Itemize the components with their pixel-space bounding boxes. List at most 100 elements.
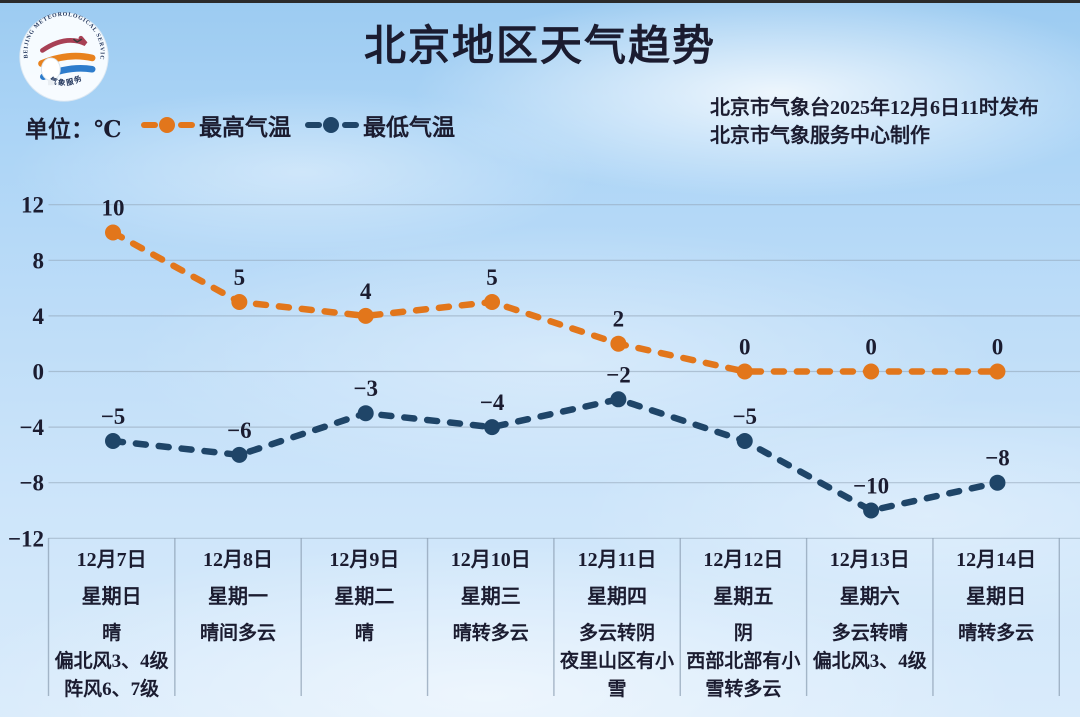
forecast-weather-line: 晴转多云 [452, 623, 529, 644]
forecast-weather: 多云转阴夜里山区有小雪 [555, 620, 679, 704]
max-temp-value-label: 10 [102, 196, 125, 221]
max-temp-value-label: 0 [739, 335, 751, 360]
issue-line-2: 北京市气象服务中心制作 [710, 125, 930, 147]
forecast-weather-line: 偏北风3、4级 [54, 651, 169, 672]
min-temp-value-label: −4 [480, 390, 505, 415]
forecast-weather-line: 阵风6、7级 [64, 679, 160, 700]
max-temp-point-6 [863, 363, 880, 380]
forecast-weather-line: 偏北风3、4级 [812, 651, 927, 672]
forecast-date: 12月7日 [76, 549, 147, 571]
min-temp-line [109, 395, 1001, 514]
forecast-weather: 晴转多云 [934, 620, 1058, 648]
max-temp-value-label: 4 [360, 279, 372, 304]
forecast-column-4: 12月11日 星期四多云转阴夜里山区有小雪 [555, 539, 679, 700]
min-temp-value-label: −10 [853, 474, 889, 499]
y-tick-label: 8 [33, 248, 45, 273]
min-temp-point-3 [484, 419, 501, 436]
forecast-date: 12月9日 [329, 549, 400, 571]
logo-balloon-base [48, 79, 54, 86]
max-temp-point-0 [105, 224, 121, 241]
chart-legend: 最高气温 最低气温 [141, 108, 455, 142]
forecast-date: 12月10日 [450, 549, 531, 571]
forecast-weather-line: 夜里山区有小雪 [560, 651, 675, 700]
forecast-column-7: 12月14日 星期日晴转多云 [934, 539, 1058, 697]
max-temp-value-label: 2 [613, 307, 625, 332]
forecast-weekday: 星期日 [81, 586, 142, 608]
forecast-weekday: 星期三 [460, 586, 521, 608]
y-tick-label: −12 [8, 526, 44, 551]
forecast-weather-line: 多云转阴 [579, 623, 656, 644]
forecast-weekday: 星期二 [334, 586, 395, 608]
y-tick-label: 12 [21, 193, 44, 218]
max-temp-point-5 [736, 363, 753, 380]
issue-line-1: 北京市气象台2025年12月6日11时发布 [710, 97, 1039, 119]
beijing-meteorological-service-logo: BEIJING METEOROLOGICAL SERVICE 气象服务 [16, 10, 109, 102]
min-temp-value-label: −8 [985, 446, 1010, 471]
max-temp-point-1 [231, 294, 248, 310]
forecast-column-3: 12月10日 星期三晴转多云 [429, 539, 553, 697]
forecast-column-1: 12月8日星期一晴间多云 [176, 539, 300, 697]
max-temp-value-label: 5 [234, 265, 246, 290]
forecast-column-2: 12月9日星期二晴 [302, 539, 426, 697]
min-temp-value-label: −2 [606, 362, 631, 387]
issue-info: 北京市气象台2025年12月6日11时发布 北京市气象服务中心制作 [710, 94, 1039, 150]
legend-item-min-temp: 最低气温 [305, 108, 455, 142]
max-temp-value-label: 0 [992, 335, 1004, 360]
forecast-column-6: 12月13日 星期六 多云转晴 偏北风3、4级 [808, 539, 932, 697]
max-temp-line [109, 229, 1001, 375]
forecast-weather: 晴间多云 [176, 620, 300, 648]
min-temp-point-7 [989, 474, 1006, 491]
forecast-weather: 晴偏北风3、4级 阵风6、7级 [50, 620, 174, 704]
forecast-weekday: 星期四 [587, 586, 648, 608]
y-tick-label: −4 [19, 415, 44, 440]
min-temp-line-icon [305, 117, 359, 133]
forecast-date: 12月14日 [956, 549, 1037, 571]
max-temp-point-2 [357, 307, 374, 324]
forecast-weather-line: 晴间多云 [200, 623, 277, 644]
logo-bird-icon [72, 38, 83, 43]
forecast-date: 12月8日 [203, 549, 274, 571]
min-temp-point-4 [610, 391, 627, 408]
min-temp-value-label: −5 [732, 404, 757, 429]
forecast-column-0: 12月7日星期日晴偏北风3、4级 阵风6、7级 [50, 539, 174, 700]
max-temp-point-7 [989, 363, 1006, 380]
forecast-weather-line: 阴 [733, 623, 753, 644]
forecast-weather-line: 多云转晴 [831, 623, 908, 644]
min-temp-point-6 [863, 502, 880, 519]
forecast-weather-line: 西部北部有小雪转多云 [686, 651, 801, 700]
forecast-weather-line: 晴 [102, 623, 122, 644]
forecast-weather: 晴转多云 [429, 620, 553, 648]
min-temp-value-label: −5 [101, 404, 126, 429]
forecast-weekday: 星期六 [839, 586, 900, 608]
forecast-date: 12月12日 [703, 549, 784, 571]
min-temp-point-5 [736, 433, 753, 449]
max-temp-point-3 [484, 294, 501, 310]
legend-min-label: 最低气温 [363, 115, 455, 140]
forecast-weekday: 星期五 [713, 586, 774, 608]
logo-red-swoosh-icon [40, 35, 88, 53]
y-tick-label: 4 [33, 304, 45, 329]
forecast-date: 12月11日 [577, 549, 657, 571]
forecast-weather: 多云转晴偏北风3、4级 [808, 620, 932, 676]
min-temp-point-0 [105, 433, 121, 449]
forecast-weather-line: 晴 [354, 623, 374, 644]
page-title: 北京地区天气趋势 [363, 24, 716, 70]
min-temp-point-2 [357, 405, 374, 422]
min-temp-value-label: −6 [227, 418, 252, 443]
y-tick-label: 0 [33, 360, 45, 385]
forecast-weather-line: 晴转多云 [958, 623, 1035, 644]
max-temp-value-label: 0 [865, 335, 877, 360]
forecast-weekday: 星期日 [966, 586, 1027, 608]
forecast-weekday: 星期一 [208, 586, 269, 608]
y-tick-label: −8 [19, 471, 44, 496]
forecast-column-5: 12月12日 星期五阴西部北部有小雪转多云 [681, 539, 805, 700]
forecast-weather: 阴西部北部有小雪转多云 [681, 620, 805, 704]
min-temp-value-label: −3 [353, 376, 378, 401]
unit-label: 单位：℃ [25, 117, 122, 142]
legend-item-max-temp: 最高气温 [141, 108, 291, 142]
max-temp-value-label: 5 [486, 265, 498, 290]
legend-max-label: 最高气温 [199, 115, 291, 140]
max-temp-line-icon [141, 117, 195, 133]
